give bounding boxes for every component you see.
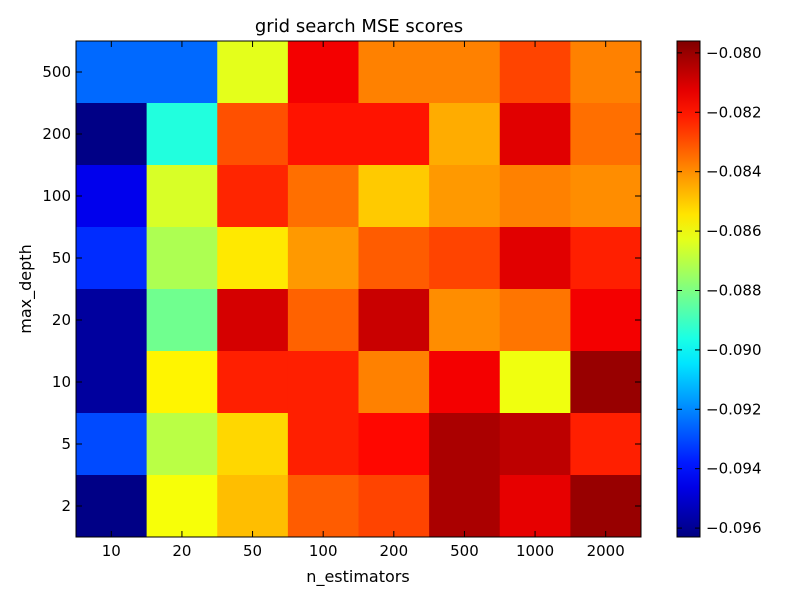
y-tick-label: 50 bbox=[52, 249, 71, 267]
heatmap-cell bbox=[429, 165, 501, 228]
heatmap-cell bbox=[358, 351, 430, 414]
heatmap-cell bbox=[358, 227, 430, 290]
x-tick-label: 2000 bbox=[587, 542, 625, 560]
y-tick-label: 2 bbox=[61, 497, 71, 515]
y-tick-label: 20 bbox=[52, 311, 71, 329]
x-tick-label: 20 bbox=[172, 542, 191, 560]
heatmap-cell bbox=[499, 227, 571, 290]
heatmap-cell bbox=[429, 289, 501, 352]
heatmap-cell bbox=[146, 413, 218, 476]
heatmap-cell bbox=[570, 103, 642, 166]
heatmap-cell bbox=[570, 165, 642, 228]
heatmap-cell bbox=[499, 413, 571, 476]
heatmap-cell bbox=[499, 351, 571, 414]
heatmap-cell bbox=[358, 41, 430, 104]
heatmap-cell bbox=[358, 165, 430, 228]
heatmap-cell bbox=[429, 41, 501, 104]
heatmap-cell bbox=[76, 351, 148, 414]
heatmap-cell bbox=[146, 41, 218, 104]
heatmap-cell bbox=[76, 103, 148, 166]
heatmap-cell bbox=[358, 475, 430, 538]
heatmap-cell bbox=[146, 227, 218, 290]
colorbar-tick-label: −0.092 bbox=[706, 400, 762, 418]
y-tick-label: 10 bbox=[52, 373, 71, 391]
heatmap-cell bbox=[429, 103, 501, 166]
heatmap-cell bbox=[499, 165, 571, 228]
plot-frame bbox=[75, 40, 642, 538]
heatmap-cell bbox=[570, 413, 642, 476]
heatmap-cell bbox=[429, 227, 501, 290]
y-tick-label: 100 bbox=[42, 187, 71, 205]
heatmap-cell bbox=[429, 413, 501, 476]
heatmap-cell bbox=[146, 103, 218, 166]
heatmap-cell bbox=[499, 103, 571, 166]
heatmap-cell bbox=[570, 227, 642, 290]
colorbar-tick-label: −0.086 bbox=[706, 222, 762, 240]
x-tick-label: 500 bbox=[450, 542, 479, 560]
colorbar-tick-label: −0.096 bbox=[706, 519, 762, 537]
colorbar-tick-label: −0.084 bbox=[706, 163, 762, 181]
heatmap-cell bbox=[217, 475, 289, 538]
y-tick-label: 5 bbox=[61, 435, 71, 453]
colorbar-ticks: −0.096 −0.094 −0.092 −0.090 −0.088 −0.086 −0.0… bbox=[677, 44, 762, 537]
heatmap-cell bbox=[76, 165, 148, 228]
x-tick-label: 1000 bbox=[516, 542, 554, 560]
x-tick-label: 100 bbox=[309, 542, 338, 560]
heatmap-cell bbox=[217, 103, 289, 166]
heatmap-cell bbox=[287, 289, 359, 352]
heatmap-cell bbox=[76, 413, 148, 476]
heatmap-cell bbox=[146, 475, 218, 538]
heatmap-cell bbox=[287, 165, 359, 228]
heatmap-cells bbox=[76, 41, 642, 538]
heatmap-cell bbox=[76, 41, 148, 104]
colorbar-tick-label: −0.080 bbox=[706, 44, 762, 62]
heatmap-cell bbox=[429, 351, 501, 414]
heatmap-cell bbox=[76, 475, 148, 538]
heatmap-cell bbox=[570, 351, 642, 414]
heatmap-cell bbox=[217, 351, 289, 414]
heatmap-cell bbox=[358, 289, 430, 352]
heatmap-cell bbox=[358, 103, 430, 166]
heatmap-cell bbox=[570, 475, 642, 538]
heatmap-cell bbox=[217, 227, 289, 290]
heatmap-cell bbox=[287, 227, 359, 290]
heatmap-cell bbox=[146, 351, 218, 414]
heatmap-cell bbox=[146, 165, 218, 228]
heatmap-cell bbox=[499, 41, 571, 104]
heatmap-cell bbox=[358, 413, 430, 476]
heatmap-cell bbox=[287, 475, 359, 538]
chart-title: grid search MSE scores bbox=[255, 16, 463, 37]
y-tick-label: 500 bbox=[42, 63, 71, 81]
colorbar bbox=[676, 40, 701, 538]
colorbar-tick-label: −0.094 bbox=[706, 460, 762, 478]
x-tick-label: 50 bbox=[243, 542, 262, 560]
heatmap-cell bbox=[217, 41, 289, 104]
heatmap-cell bbox=[287, 41, 359, 104]
x-tick-label: 200 bbox=[379, 542, 408, 560]
heatmap-cell bbox=[570, 41, 642, 104]
heatmap-cell bbox=[570, 289, 642, 352]
heatmap-cell bbox=[217, 165, 289, 228]
y-tick-label: 200 bbox=[42, 125, 71, 143]
heatmap-cell bbox=[287, 103, 359, 166]
x-axis-ticks: 10 20 50 100 200 500 1000 2000 bbox=[102, 41, 625, 560]
heatmap-cell bbox=[287, 413, 359, 476]
heatmap-cell bbox=[499, 475, 571, 538]
y-axis-ticks: 500 200 100 50 20 10 5 2 bbox=[42, 63, 641, 515]
colorbar-tick-label: −0.082 bbox=[706, 103, 762, 121]
heatmap-cell bbox=[429, 475, 501, 538]
heatmap-cell bbox=[146, 289, 218, 352]
x-tick-label: 10 bbox=[102, 542, 121, 560]
heatmap-cell bbox=[287, 351, 359, 414]
heatmap-cell bbox=[217, 289, 289, 352]
y-axis-label: max_depth bbox=[16, 244, 36, 333]
heatmap-cell bbox=[76, 289, 148, 352]
heatmap-cell bbox=[217, 413, 289, 476]
colorbar-tick-label: −0.090 bbox=[706, 341, 762, 359]
heatmap-cell bbox=[76, 227, 148, 290]
colorbar-tick-label: −0.088 bbox=[706, 281, 762, 299]
x-axis-label: n_estimators bbox=[306, 567, 409, 587]
heatmap-cell bbox=[499, 289, 571, 352]
